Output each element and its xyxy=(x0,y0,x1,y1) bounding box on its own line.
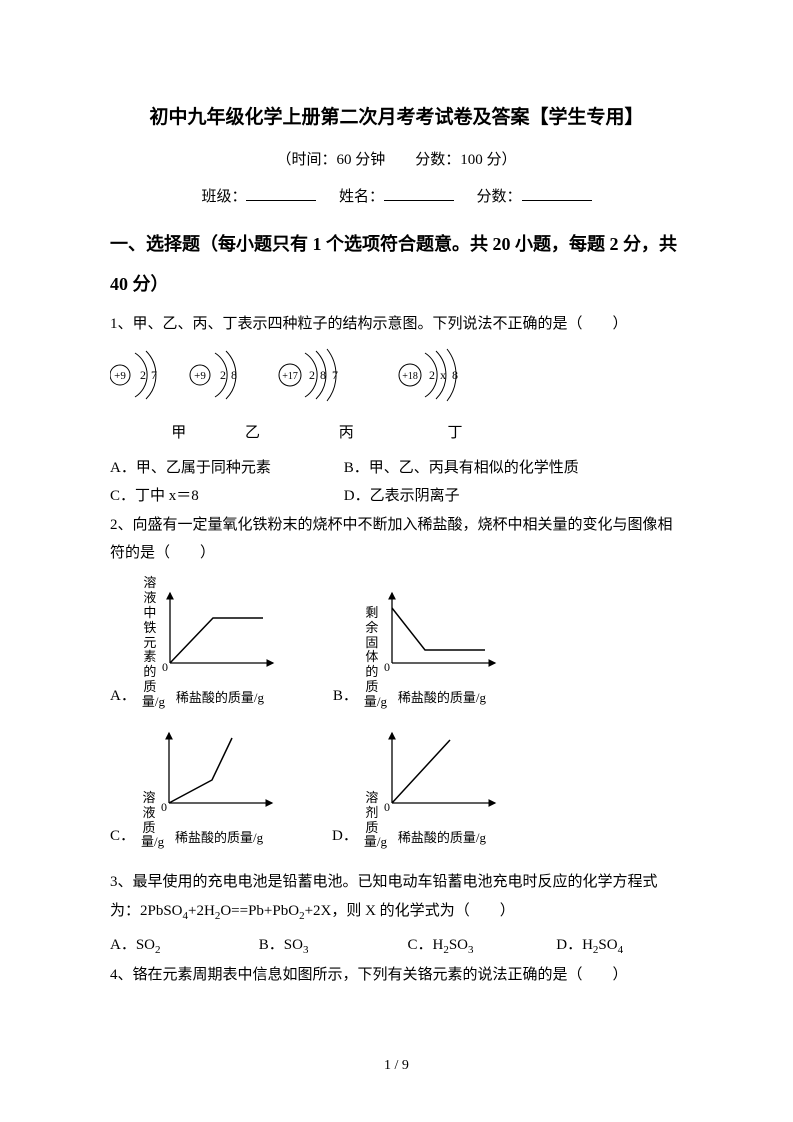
svg-text:+9: +9 xyxy=(114,370,126,382)
atom-label-4: 丁 xyxy=(405,419,505,448)
graph-b-label: B． xyxy=(333,682,358,711)
exam-title: 初中九年级化学上册第二次月考考试卷及答案【学生专用】 xyxy=(110,100,683,136)
graph-c-label: C． xyxy=(110,822,135,851)
atom-label-2: 乙 xyxy=(218,419,288,448)
q3-opt-d: D．H2SO4 xyxy=(556,931,623,961)
svg-text:2: 2 xyxy=(220,368,226,382)
q3-stem: 3、最早使用的充电电池是铅蓄电池。已知电动车铅蓄电池充电时反应的化学方程式为：2… xyxy=(110,868,683,926)
graph-c-xlabel: 稀盐酸的质量/g xyxy=(175,826,282,851)
graph-row-1: A． 溶液中铁元素的质量/g 0 稀盐酸的质量/g B． 剩余固体的质量/g xyxy=(110,576,683,710)
svg-text:7: 7 xyxy=(332,368,338,382)
q1-stem: 1、甲、乙、丙、丁表示四种粒子的结构示意图。下列说法不正确的是（ ） xyxy=(110,310,683,339)
name-blank[interactable] xyxy=(384,184,454,201)
graph-c-svg: 0 xyxy=(157,728,282,813)
class-label: 班级： xyxy=(201,189,246,205)
svg-text:0: 0 xyxy=(162,660,168,673)
svg-text:8: 8 xyxy=(320,368,326,382)
graph-d-svg: 0 xyxy=(380,728,505,813)
graph-d-label: D． xyxy=(332,822,358,851)
graph-a-label: A． xyxy=(110,682,136,711)
q1-opt-c: C．丁中 x＝8 xyxy=(110,482,340,511)
svg-text:+18: +18 xyxy=(402,371,418,382)
graph-b: B． 剩余固体的质量/g 0 稀盐酸的质量/g xyxy=(333,588,505,710)
atom-label-1: 甲 xyxy=(144,419,214,448)
graph-a-ylabel: 溶液中铁元素的质量/g xyxy=(142,576,158,710)
graph-d-ylabel: 溶剂质量/g xyxy=(364,791,380,851)
graph-a: A． 溶液中铁元素的质量/g 0 稀盐酸的质量/g xyxy=(110,576,283,710)
atom-diagrams: +9 2 7 +9 2 8 +17 2 8 7 + xyxy=(110,345,683,448)
page-number: 1 / 9 xyxy=(0,1053,793,1080)
graph-b-xlabel: 稀盐酸的质量/g xyxy=(398,686,505,711)
q4-stem: 4、铬在元素周期表中信息如图所示，下列有关铬元素的说法正确的是（ ） xyxy=(110,961,683,990)
graph-c: C． 溶液质量/g 0 稀盐酸的质量/g xyxy=(110,728,282,850)
name-label: 姓名： xyxy=(339,189,384,205)
svg-text:2: 2 xyxy=(140,368,146,382)
graph-d: D． 溶剂质量/g 0 稀盐酸的质量/g xyxy=(332,728,505,850)
atom-labels-row: 甲 乙 丙 丁 xyxy=(110,419,683,448)
q3-opt-a: A．SO2 xyxy=(110,931,255,961)
q2-stem: 2、向盛有一定量氧化铁粉末的烧杯中不断加入稀盐酸，烧杯中相关量的变化与图像相符的… xyxy=(110,511,683,568)
class-blank[interactable] xyxy=(246,184,316,201)
svg-text:0: 0 xyxy=(384,800,390,813)
q3-stem-d: +2X，则 X 的化学式为（ ） xyxy=(305,903,515,919)
svg-text:+9: +9 xyxy=(194,370,206,382)
graph-row-2: C． 溶液质量/g 0 稀盐酸的质量/g D． 溶剂质量/g xyxy=(110,728,683,850)
graph-d-xlabel: 稀盐酸的质量/g xyxy=(398,826,505,851)
q2-graphs: A． 溶液中铁元素的质量/g 0 稀盐酸的质量/g B． 剩余固体的质量/g xyxy=(110,576,683,851)
svg-text:0: 0 xyxy=(161,800,167,813)
q3-options: A．SO2 B．SO3 C．H2SO3 D．H2SO4 xyxy=(110,931,683,961)
q3-stem-c: O==Pb+PbO xyxy=(220,903,299,919)
atom-svg: +9 2 7 +9 2 8 +17 2 8 7 + xyxy=(110,345,570,409)
section-1-header: 一、选择题（每小题只有 1 个选项符合题意。共 20 小题，每题 2 分，共 4… xyxy=(110,225,683,304)
exam-subtitle: （时间：60 分钟 分数：100 分） xyxy=(110,146,683,175)
graph-c-ylabel: 溶液质量/g xyxy=(141,791,157,851)
student-info-line: 班级： 姓名： 分数： xyxy=(110,183,683,212)
q1-opt-b: B．甲、乙、丙具有相似的化学性质 xyxy=(344,454,579,483)
svg-text:7: 7 xyxy=(151,368,157,382)
graph-b-ylabel: 剩余固体的质量/g xyxy=(364,606,380,711)
score-blank[interactable] xyxy=(522,184,592,201)
svg-text:0: 0 xyxy=(384,660,390,673)
svg-text:8: 8 xyxy=(231,368,237,382)
graph-a-svg: 0 xyxy=(158,588,283,673)
graph-b-svg: 0 xyxy=(380,588,505,673)
q1-opt-d: D．乙表示阴离子 xyxy=(344,482,460,511)
graph-a-xlabel: 稀盐酸的质量/g xyxy=(176,686,283,711)
q1-options-row-2: C．丁中 x＝8 D．乙表示阴离子 xyxy=(110,482,683,511)
svg-text:8: 8 xyxy=(452,368,458,382)
svg-text:2: 2 xyxy=(309,368,315,382)
q1-opt-a: A．甲、乙属于同种元素 xyxy=(110,454,340,483)
svg-text:x: x xyxy=(440,368,446,382)
svg-text:2: 2 xyxy=(429,368,435,382)
atom-label-3: 丙 xyxy=(291,419,401,448)
q3-opt-c: C．H2SO3 xyxy=(408,931,553,961)
svg-text:+17: +17 xyxy=(282,371,298,382)
q3-opt-b: B．SO3 xyxy=(259,931,404,961)
score-label: 分数： xyxy=(477,189,522,205)
q3-stem-b: +2H xyxy=(188,903,215,919)
q1-options-row-1: A．甲、乙属于同种元素 B．甲、乙、丙具有相似的化学性质 xyxy=(110,454,683,483)
